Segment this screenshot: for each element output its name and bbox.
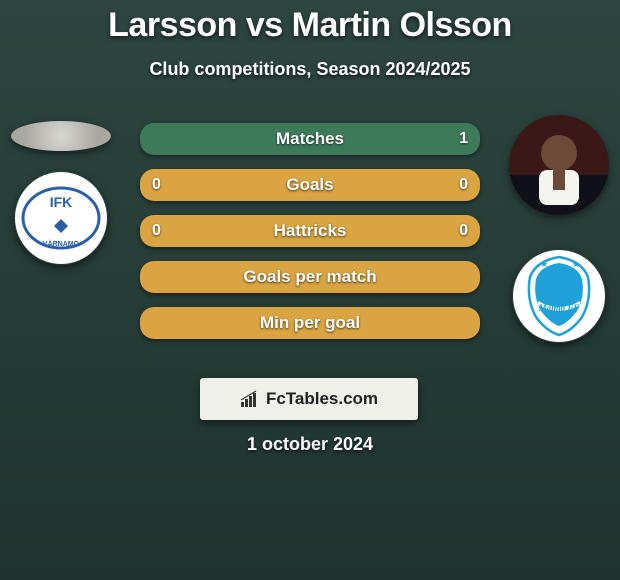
stat-row: Goals per match <box>140 261 480 293</box>
stat-label: Goals <box>286 175 333 195</box>
badge-left-text-bottom: VÄRNAMO <box>43 240 80 248</box>
stat-row: Min per goal <box>140 307 480 339</box>
player-left-photo <box>11 121 111 151</box>
stats-bars: 1 Matches 0 0 Goals 0 0 Hattricks Goals per matc… <box>140 123 480 353</box>
svg-text:★: ★ <box>540 259 548 269</box>
right-player-column: Malmö FF ★ ★ <box>504 115 614 343</box>
stat-value-left: 0 <box>152 176 161 194</box>
stat-row: 1 Matches <box>140 123 480 155</box>
stat-value-right: 0 <box>459 222 468 240</box>
stat-label: Hattricks <box>274 221 347 241</box>
player-left-club-badge: IFK VÄRNAMO <box>14 171 108 265</box>
stat-value-right: 0 <box>459 176 468 194</box>
stat-row: 0 0 Goals <box>140 169 480 201</box>
left-player-column: IFK VÄRNAMO <box>6 115 116 265</box>
badge-left-text-top: IFK <box>50 194 73 210</box>
chart-icon <box>240 390 262 408</box>
stat-value-right: 1 <box>459 130 468 148</box>
badge-right-text: Malmö FF <box>538 303 580 313</box>
branding-text: FcTables.com <box>266 389 378 409</box>
page-subtitle: Club competitions, Season 2024/2025 <box>0 59 620 80</box>
stat-label: Goals per match <box>243 267 376 287</box>
date-label: 1 october 2024 <box>0 434 620 455</box>
player-right-photo <box>509 115 609 215</box>
stat-label: Matches <box>276 129 344 149</box>
svg-text:★: ★ <box>572 259 580 269</box>
player-right-club-badge: Malmö FF ★ ★ <box>512 249 606 343</box>
stat-value-left: 0 <box>152 222 161 240</box>
stat-row: 0 0 Hattricks <box>140 215 480 247</box>
comparison-infographic: Larsson vs Martin Olsson Club competitio… <box>0 0 620 580</box>
branding-badge: FcTables.com <box>200 378 418 420</box>
stat-label: Min per goal <box>260 313 360 333</box>
page-title: Larsson vs Martin Olsson <box>0 0 620 45</box>
